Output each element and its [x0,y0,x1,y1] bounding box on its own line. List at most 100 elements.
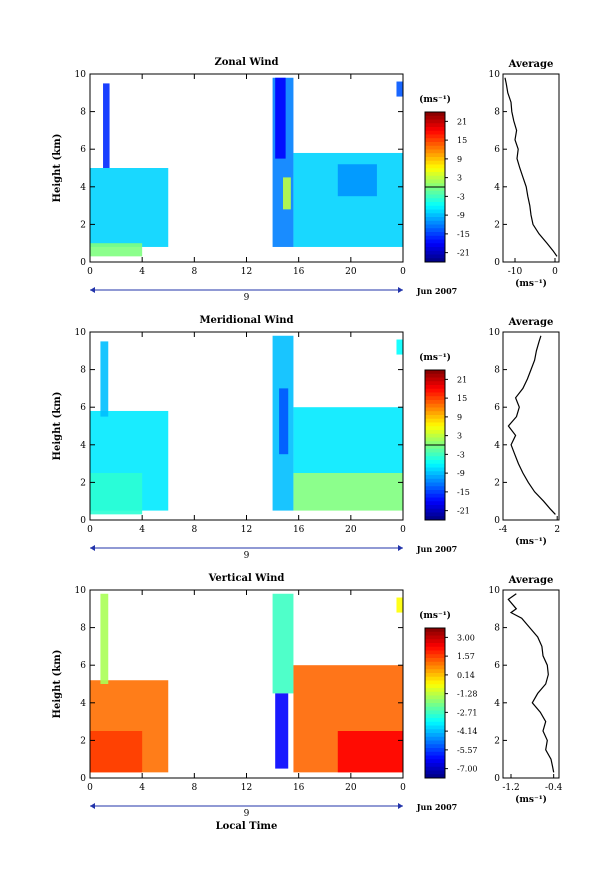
colorbar-segment [425,635,445,640]
y-tick-label: 8 [80,366,86,376]
colorbar-segment [425,505,445,510]
colorbar-tick-label: 3 [457,174,462,183]
colorbar-segment [425,482,445,487]
colorbar-segment [425,168,445,173]
colorbar-segment [425,149,445,154]
average-x-tick-label: -10 [508,267,523,277]
colorbar-segment [425,725,445,730]
y-tick-label: 0 [80,258,86,268]
colorbar-segment [425,631,445,636]
average-title: Average [508,317,554,328]
average-y-tick-label: 6 [494,403,500,413]
day-bar-left-arrow [90,287,95,293]
colorbar-tick-label: 15 [457,394,467,403]
colorbar-tick-label: 0.14 [457,671,475,680]
colorbar-segment [425,688,445,693]
colorbar-tick-label: -9 [457,211,465,220]
panel-title: Meridional Wind [199,315,293,326]
x-tick-label: 4 [139,267,145,277]
colorbar-segment [425,445,445,450]
average-y-tick-label: 10 [489,586,501,596]
colorbar-segment [425,187,445,192]
colorbar-segment [425,130,445,135]
heatmap-field [90,335,403,515]
colorbar-segment [425,763,445,768]
x-axis-label: Local Time [216,821,278,832]
average-y-tick-label: 2 [494,736,500,746]
colorbar-tick-label: -7.00 [457,765,478,774]
y-tick-label: 4 [80,441,86,451]
day-bar-right-arrow [398,803,403,809]
heatmap-cell [100,593,109,684]
colorbar-segment [425,370,445,375]
average-y-tick-label: 8 [494,624,500,634]
colorbar-segment [425,508,445,513]
average-unit: (ms⁻¹) [515,536,547,547]
colorbar-tick-label: 3.00 [457,633,475,642]
colorbar-segment [425,232,445,237]
average-y-tick-label: 8 [494,108,500,118]
colorbar-segment [425,673,445,678]
colorbar-segment [425,706,445,711]
colorbar-segment [425,463,445,468]
colorbar-unit: (ms⁻¹) [419,94,451,105]
x-tick-label: 16 [293,267,305,277]
heatmap-cell [279,388,289,455]
heatmap-cell [293,473,403,511]
colorbar-segment [425,661,445,666]
colorbar-segment [425,684,445,689]
colorbar-segment [425,198,445,203]
colorbar-tick-label: -2.71 [457,708,478,717]
average-x-tick-label: -0.4 [545,783,563,793]
colorbar-segment [425,164,445,169]
colorbar-unit: (ms⁻¹) [419,610,451,621]
colorbar-segment [425,695,445,700]
colorbar-segment [425,172,445,177]
colorbar-unit: (ms⁻¹) [419,352,451,363]
average-y-tick-label: 0 [494,516,500,526]
x-tick-label: 12 [241,783,252,793]
x-tick-label: 0 [87,267,93,277]
y-tick-label: 2 [80,220,86,230]
y-axis-label: Height (km) [52,134,63,203]
average-y-tick-label: 0 [494,774,500,784]
colorbar-segment [425,138,445,143]
colorbar-segment [425,202,445,207]
average-profile-line [504,77,558,257]
y-tick-label: 2 [80,736,86,746]
day-bar-left-arrow [90,803,95,809]
y-tick-label: 8 [80,108,86,118]
colorbar-segment [425,497,445,502]
colorbar-segment [425,680,445,685]
colorbar-segment [425,486,445,491]
y-tick-label: 6 [80,403,86,413]
average-y-tick-label: 0 [494,258,500,268]
day-label: 9 [244,809,250,819]
colorbar-segment [425,703,445,708]
average-y-tick-label: 4 [494,441,500,451]
heatmap-cell [337,731,403,773]
heatmap-cell [396,339,403,355]
colorbar-tick-label: -1.28 [457,690,478,699]
y-tick-label: 6 [80,145,86,155]
x-tick-label: 16 [293,783,305,793]
colorbar-segment [425,714,445,719]
average-y-tick-label: 10 [489,328,501,338]
colorbar-segment [425,460,445,465]
colorbar-tick-label: -21 [457,249,470,258]
colorbar-tick-label: -9 [457,469,465,478]
x-tick-label: 20 [345,783,357,793]
average-y-tick-label: 4 [494,183,500,193]
y-tick-label: 2 [80,478,86,488]
day-label: 9 [244,551,250,561]
heatmap-field [90,77,403,257]
x-tick-label: 8 [191,525,197,535]
colorbar-segment [425,411,445,416]
colorbar-tick-label: 9 [457,155,462,164]
average-unit: (ms⁻¹) [515,278,547,289]
average-y-tick-label: 2 [494,220,500,230]
x-tick-label: 20 [345,267,357,277]
colorbar-segment [425,493,445,498]
panel-title: Vertical Wind [208,573,285,584]
colorbar-segment [425,213,445,218]
